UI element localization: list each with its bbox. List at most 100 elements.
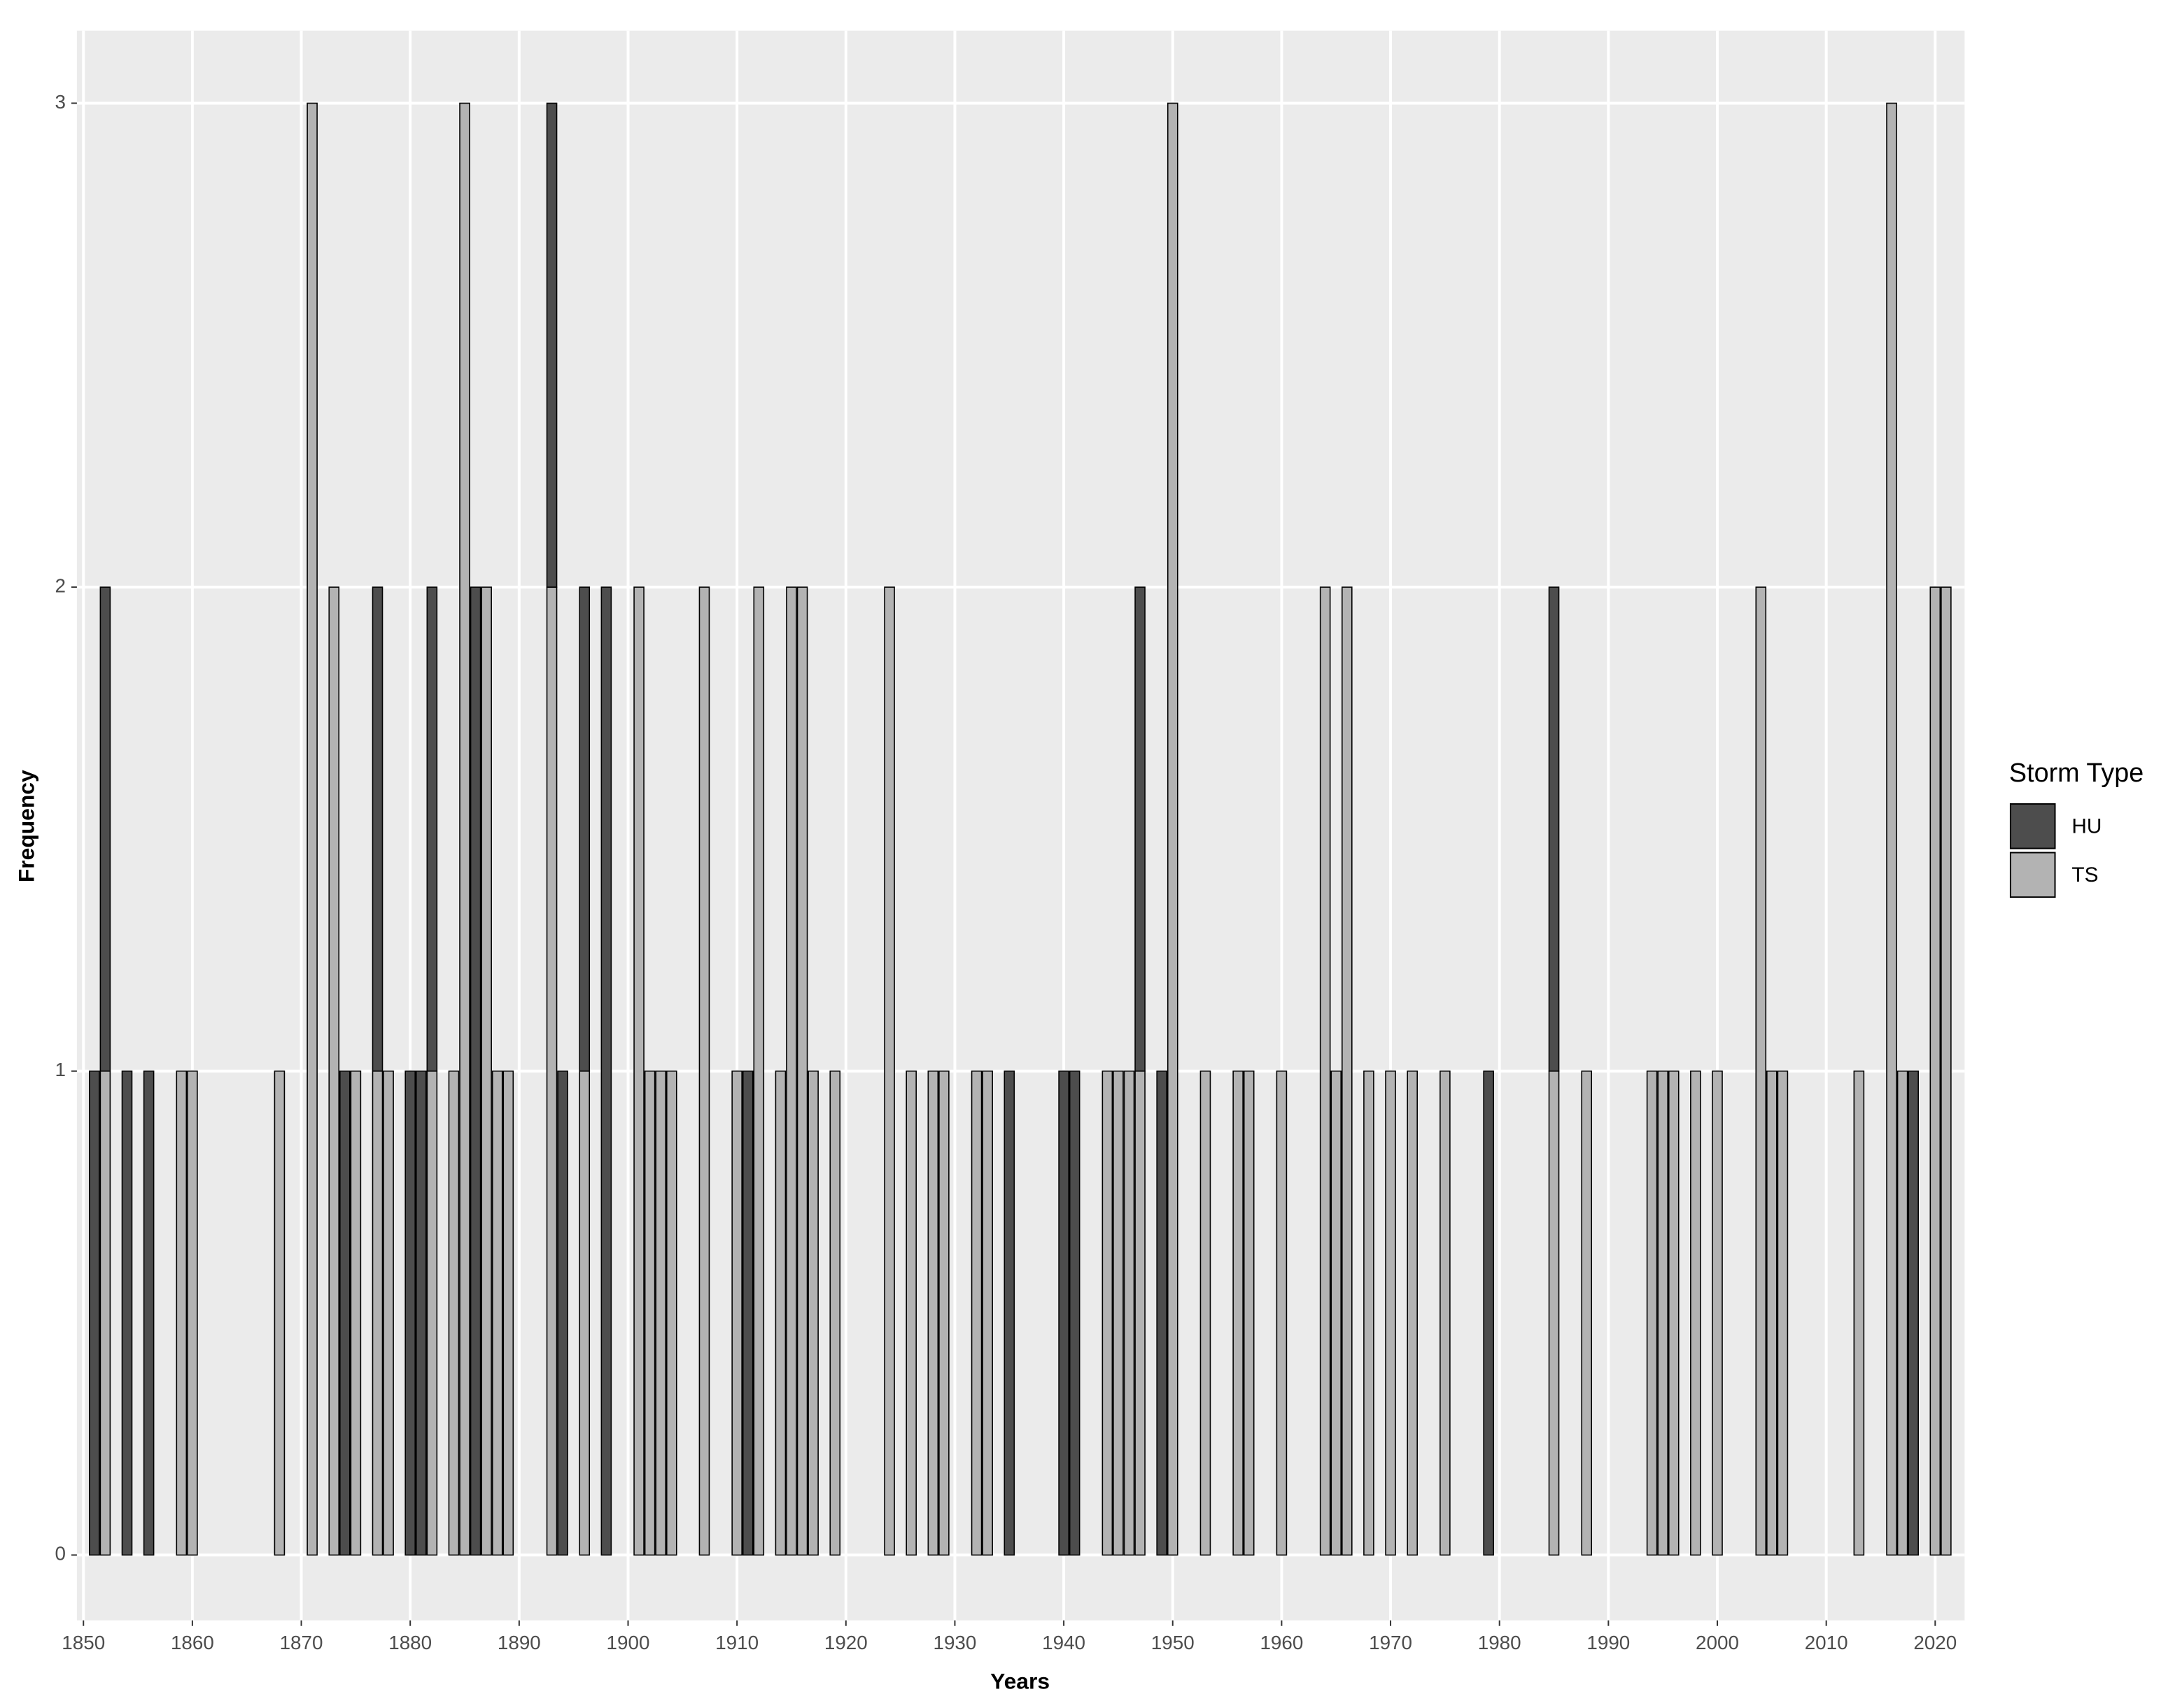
- x-tick-label: 1950: [1151, 1632, 1195, 1653]
- bar: [1232, 1070, 1244, 1556]
- bar: [1341, 586, 1353, 1556]
- bar: [808, 1070, 819, 1556]
- bar: [1004, 1070, 1015, 1556]
- bar: [176, 1070, 188, 1556]
- bar: [938, 1070, 950, 1556]
- bar: [1123, 1070, 1135, 1556]
- y-tick-label: 0: [55, 1543, 66, 1565]
- bar: [1101, 1070, 1113, 1556]
- x-tick-label: 1990: [1586, 1632, 1630, 1653]
- bar: [1777, 1070, 1789, 1556]
- bar: [1156, 1070, 1167, 1556]
- x-tick-label: 1920: [824, 1632, 868, 1653]
- legend-title: Storm Type: [2009, 758, 2144, 788]
- bar: [666, 1070, 677, 1556]
- x-tick-label: 1960: [1260, 1632, 1303, 1653]
- bar: [1886, 102, 1897, 1556]
- bar: [383, 1070, 394, 1556]
- bar: [1069, 1070, 1081, 1556]
- bar: [731, 1070, 742, 1556]
- bar: [415, 1070, 427, 1556]
- x-tick-label: 1970: [1369, 1632, 1412, 1653]
- x-tick-label: 1910: [715, 1632, 759, 1653]
- bar: [187, 1070, 198, 1556]
- bar: [274, 1070, 286, 1556]
- bar: [786, 586, 797, 1556]
- bar: [1646, 1070, 1658, 1556]
- bar: [698, 586, 710, 1556]
- bar: [1581, 1070, 1593, 1556]
- bar: [557, 1070, 568, 1556]
- x-tick-label: 1900: [607, 1632, 650, 1653]
- bar: [372, 1070, 383, 1556]
- bar: [404, 1070, 416, 1556]
- bar: [1113, 1070, 1124, 1556]
- bar: [502, 1070, 514, 1556]
- bar: [579, 586, 591, 1072]
- x-tick-label: 1940: [1042, 1632, 1085, 1653]
- bar: [1896, 1070, 1908, 1556]
- bar: [1385, 1070, 1396, 1556]
- bar: [372, 586, 383, 1072]
- bar: [1548, 586, 1560, 1072]
- bar: [1755, 586, 1767, 1556]
- bar: [448, 1070, 460, 1556]
- bar: [1276, 1070, 1288, 1556]
- x-tick-label: 2000: [1696, 1632, 1739, 1653]
- y-tick-label: 1: [55, 1059, 66, 1080]
- x-tick-label: 1870: [280, 1632, 323, 1653]
- bar: [426, 1070, 438, 1556]
- bar: [1929, 586, 1941, 1556]
- x-tick-label: 1930: [934, 1632, 977, 1653]
- bar: [546, 586, 558, 1556]
- bar: [742, 1070, 754, 1556]
- bar: [307, 102, 318, 1556]
- bar: [579, 1070, 591, 1556]
- bar: [426, 586, 438, 1072]
- bar: [121, 1070, 133, 1556]
- bar: [328, 586, 340, 1556]
- bar: [884, 586, 895, 1556]
- legend-label: TS: [2071, 863, 2098, 887]
- bar: [1199, 1070, 1211, 1556]
- y-tick-label: 3: [55, 91, 66, 113]
- bar: [600, 586, 612, 1556]
- x-tick-label: 1860: [171, 1632, 214, 1653]
- x-tick-label: 1980: [1478, 1632, 1521, 1653]
- bar: [982, 1070, 993, 1556]
- bar: [1941, 586, 1952, 1556]
- bar: [339, 1070, 351, 1556]
- bar: [633, 586, 645, 1556]
- x-tick-label: 2020: [1913, 1632, 1957, 1653]
- legend-label: HU: [2071, 815, 2102, 838]
- bar: [1167, 102, 1178, 1556]
- y-tick-label: 2: [55, 574, 66, 596]
- bar: [1134, 586, 1146, 1072]
- y-axis-title: Frequency: [14, 770, 39, 882]
- x-tick-label: 1850: [62, 1632, 105, 1653]
- bar: [829, 1070, 841, 1556]
- bar: [1407, 1070, 1418, 1556]
- bar: [143, 1070, 155, 1556]
- legend-key: [2009, 803, 2056, 849]
- bar: [1243, 1070, 1255, 1556]
- bar: [470, 586, 481, 1556]
- x-tick-label: 1890: [498, 1632, 541, 1653]
- bar: [1712, 1070, 1723, 1556]
- bar: [775, 1070, 787, 1556]
- x-axis-title: Years: [990, 1669, 1050, 1694]
- bar: [796, 586, 808, 1556]
- bar: [89, 1070, 100, 1556]
- x-tick-label: 2010: [1805, 1632, 1848, 1653]
- bar: [906, 1070, 917, 1556]
- bar: [1690, 1070, 1701, 1556]
- bar: [491, 1070, 503, 1556]
- bar: [1134, 1070, 1146, 1556]
- bar: [481, 586, 492, 1556]
- bar: [1853, 1070, 1865, 1556]
- bar: [1908, 1070, 1919, 1556]
- bar: [644, 1070, 656, 1556]
- bar: [1363, 1070, 1374, 1556]
- bar: [655, 1070, 666, 1556]
